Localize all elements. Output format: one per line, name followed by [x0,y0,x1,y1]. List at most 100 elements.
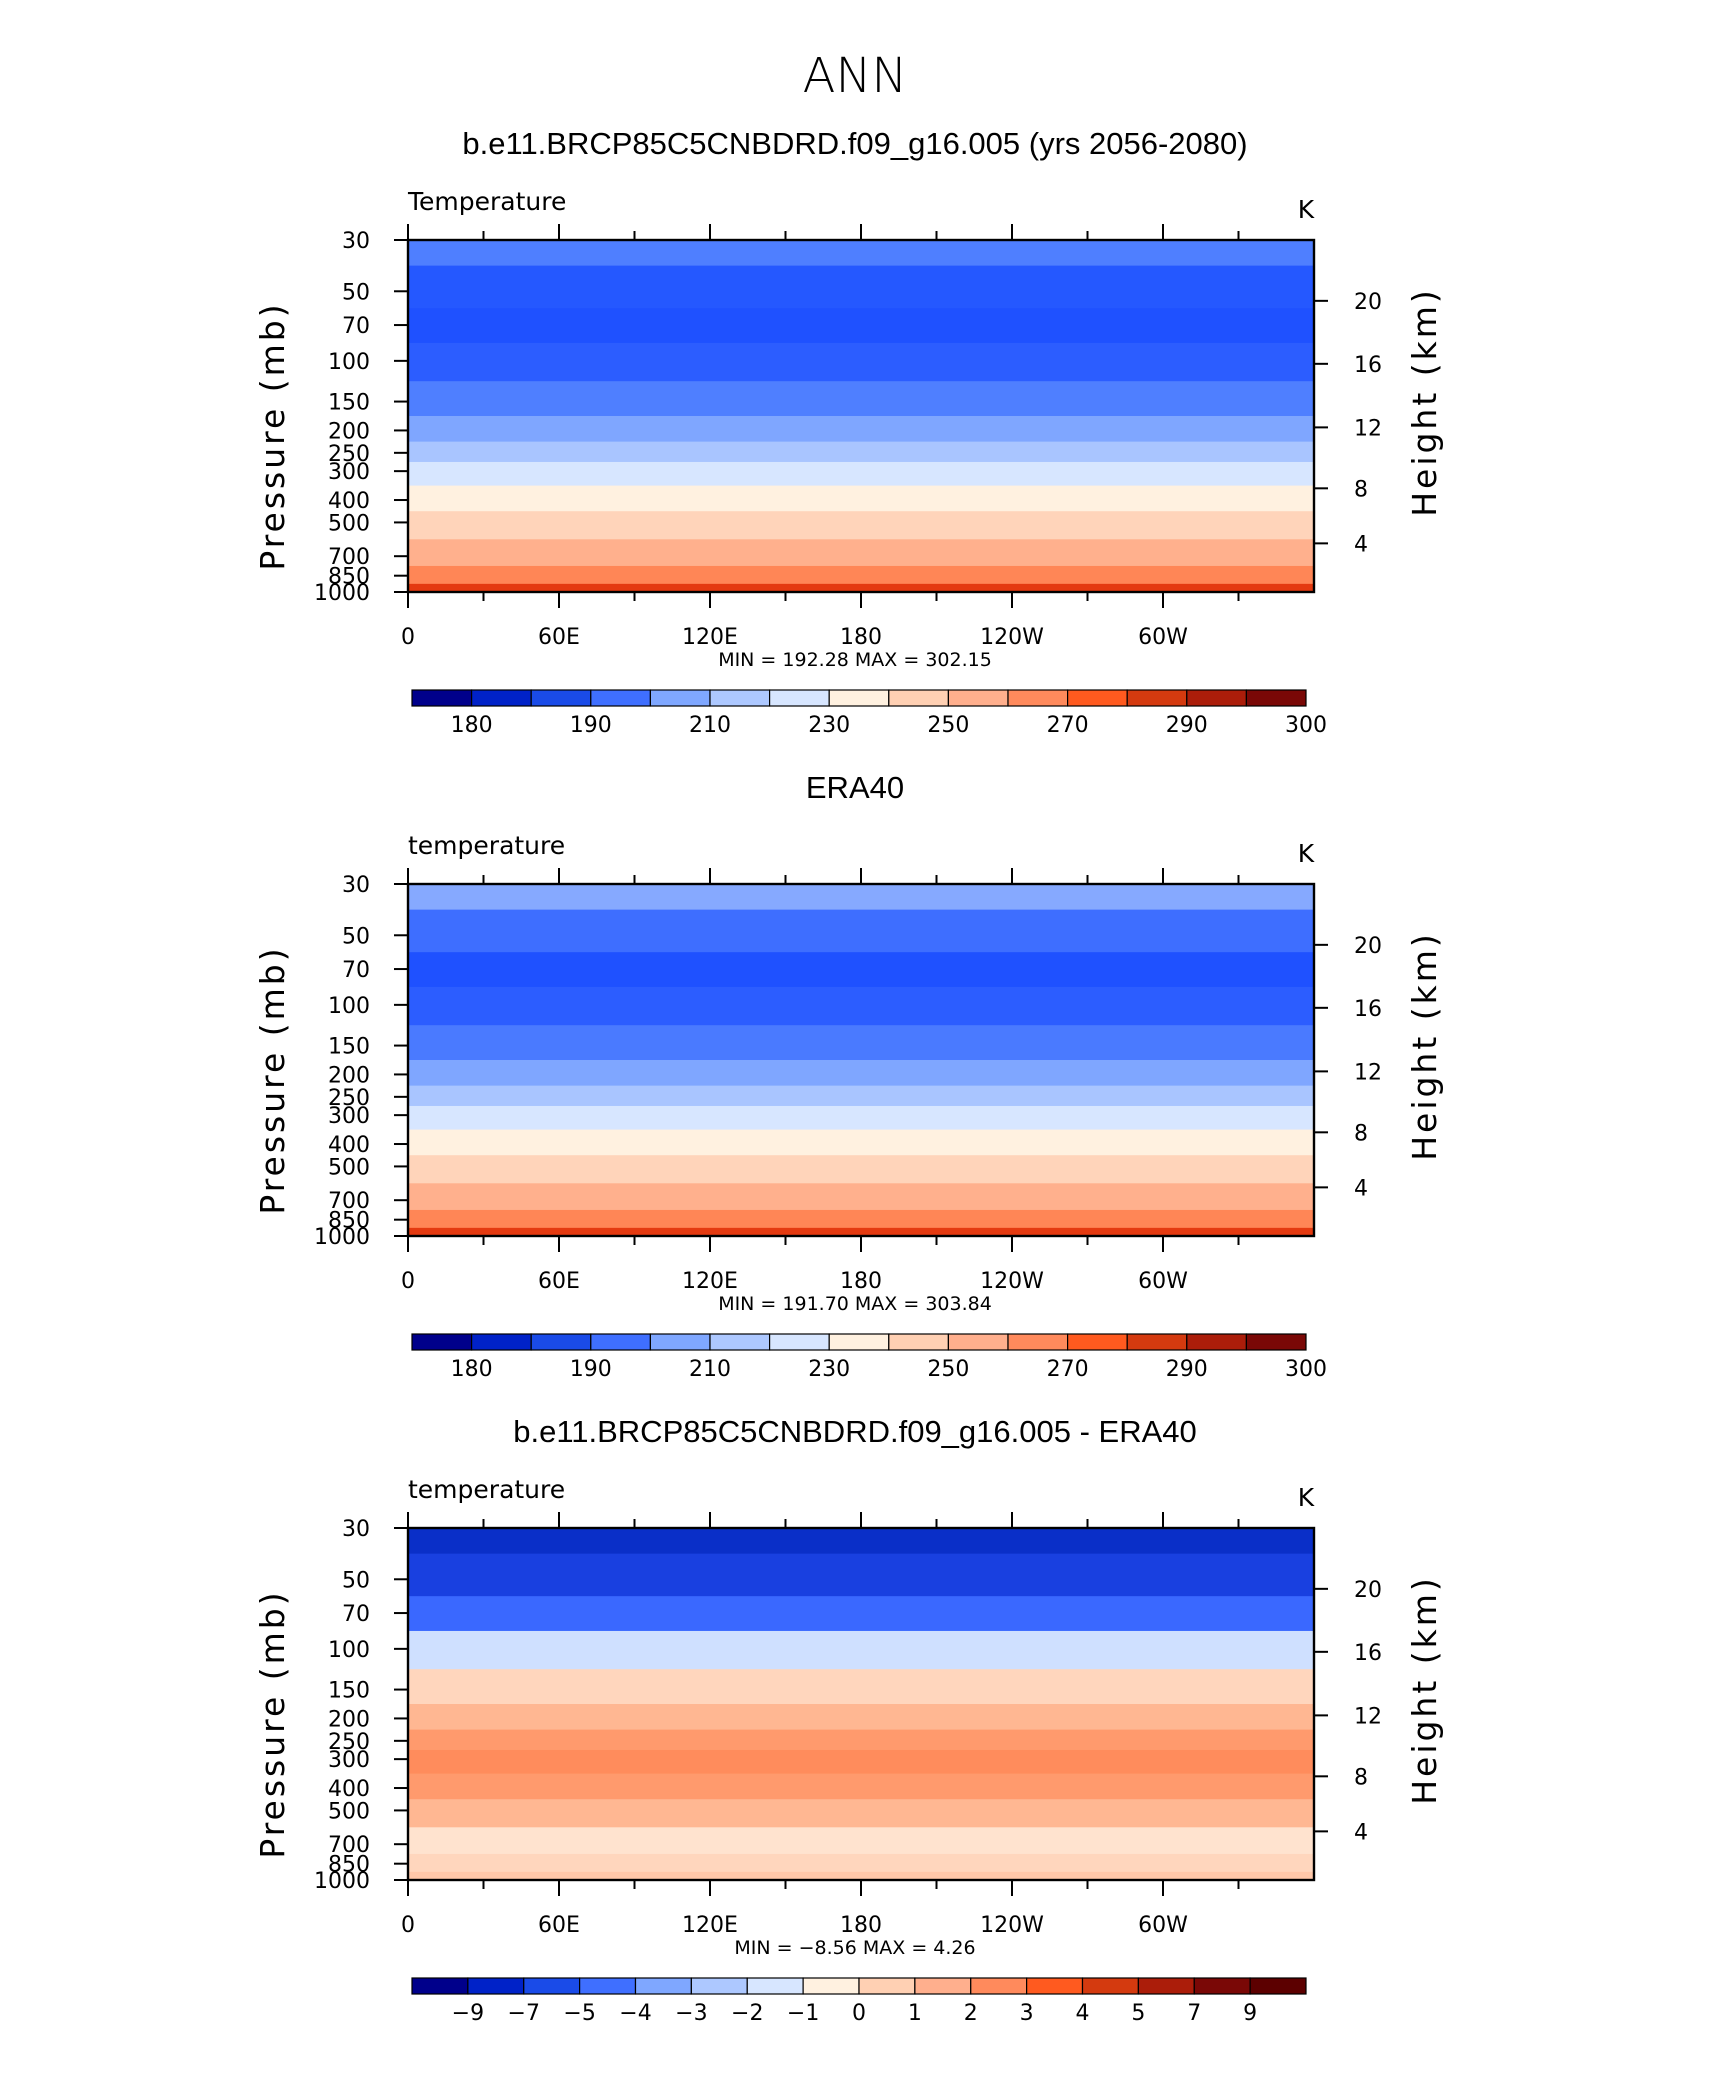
y-tick-label: 70 [342,1602,370,1627]
colorbar-label: 0 [852,2001,866,2026]
colorbar-label: 210 [689,713,731,738]
contour-band [408,1704,1314,1731]
right-tick-label: 20 [1354,290,1382,315]
y-tick-label: 150 [328,1679,370,1704]
right-tick-label: 16 [1354,997,1382,1022]
right-tick-label: 12 [1354,416,1382,441]
colorbar-cell [1245,689,1307,707]
colorbar-label: 210 [689,1357,731,1382]
contour-band [408,952,1314,988]
y-tick-label: 300 [328,1104,370,1129]
colorbar-cell [768,689,830,707]
contour-band [408,1729,1314,1751]
colorbar-cell [411,689,473,707]
min-max-label: MIN = 191.70 MAX = 303.84 [718,1293,992,1315]
contour-band [408,1871,1314,1881]
contour-band [408,1025,1314,1061]
right-axis-label: Height (km) [1405,1575,1444,1805]
colorbar-cell [888,1333,949,1351]
contour-band [408,1105,1314,1131]
colorbar-label: 300 [1285,1357,1327,1382]
colorbar-cell [947,689,1009,707]
contour-band [408,539,1314,567]
y-tick-label: 30 [342,229,370,254]
contour-band [408,884,1314,911]
contour-band [408,909,1314,953]
contour-band [408,1553,1314,1597]
colorbar-cell [1126,1333,1188,1351]
contour-band [408,381,1314,417]
colorbar-cell [914,1977,972,1995]
colorbar-label: 190 [570,1357,612,1382]
colorbar-cell [858,1977,916,1995]
contour-band [408,485,1314,512]
contour-band [408,1799,1314,1828]
colorbar-label: 250 [927,1357,969,1382]
y-tick-label: 150 [328,1035,370,1060]
contour-band [408,416,1314,443]
colorbar-cell [746,1977,804,1995]
x-tick-label: 0 [401,625,415,650]
units-label: K [1298,1483,1315,1512]
colorbar-cell [649,689,711,707]
right-tick-label: 8 [1354,477,1368,502]
y-tick-label: 400 [328,1133,370,1158]
contour-band [408,1129,1314,1156]
y-tick-label: 850 [328,1853,370,1878]
y-tick-label: 200 [328,1063,370,1088]
right-tick-label: 20 [1354,934,1382,959]
y-tick-label: 500 [328,511,370,536]
right-tick-label: 8 [1354,1121,1368,1146]
variable-label: Temperature [407,187,566,216]
colorbar-cell [1007,1333,1069,1351]
colorbar-label: 180 [451,1357,493,1382]
right-tick-label: 4 [1354,532,1368,557]
colorbar-cell [690,1977,748,1995]
colorbar-cell [471,689,532,707]
x-tick-label: 60E [538,625,580,650]
colorbar-cell [1007,689,1069,707]
colorbar-label: 230 [808,713,850,738]
colorbar-cell [1026,1977,1084,1995]
right-tick-label: 12 [1354,1060,1382,1085]
y-tick-label: 70 [342,958,370,983]
colorbar-label: 3 [1020,2001,1034,2026]
panel-2: ERA40 temperature K 0 60E 120E 180 120W 60W 30 50 7… [253,770,1444,1382]
y-tick-label: 250 [328,442,370,467]
colorbar-cell [1186,689,1248,707]
colorbar-label: 290 [1166,1357,1208,1382]
panel-title: ERA40 [806,770,904,805]
contour-band [408,240,1314,267]
variable-label: temperature [408,1475,565,1504]
y-tick-label: 300 [328,1748,370,1773]
contour-band [408,1853,1314,1873]
y-tick-label: 400 [328,1777,370,1802]
contour-band [408,1528,1314,1555]
x-tick-label: 120E [682,1269,738,1294]
right-tick-label: 4 [1354,1176,1368,1201]
contour-band [408,441,1314,463]
right-axis-label: Height (km) [1405,931,1444,1161]
colorbar-cell [590,1333,651,1351]
colorbar-label: 230 [808,1357,850,1382]
colorbar-cell [1137,1977,1195,1995]
y-tick-label: 70 [342,314,370,339]
colorbar-cell [1186,1333,1248,1351]
contour-band [408,1227,1314,1237]
contour-band [408,511,1314,540]
x-tick-label: 120W [980,1269,1044,1294]
colorbar-label: −5 [563,2001,595,2026]
x-tick-label: 120E [682,625,738,650]
colorbar-cell [768,1333,830,1351]
x-tick-label: 120W [980,625,1044,650]
y-tick-label: 100 [328,350,370,375]
x-tick-label: 60E [538,1269,580,1294]
variable-label: temperature [408,831,565,860]
colorbar-cell [828,689,890,707]
colorbar-cell [579,1977,637,1995]
colorbar-cell [1066,689,1128,707]
contour-band [408,986,1314,1026]
colorbar-label: 270 [1047,1357,1089,1382]
right-tick-label: 16 [1354,353,1382,378]
